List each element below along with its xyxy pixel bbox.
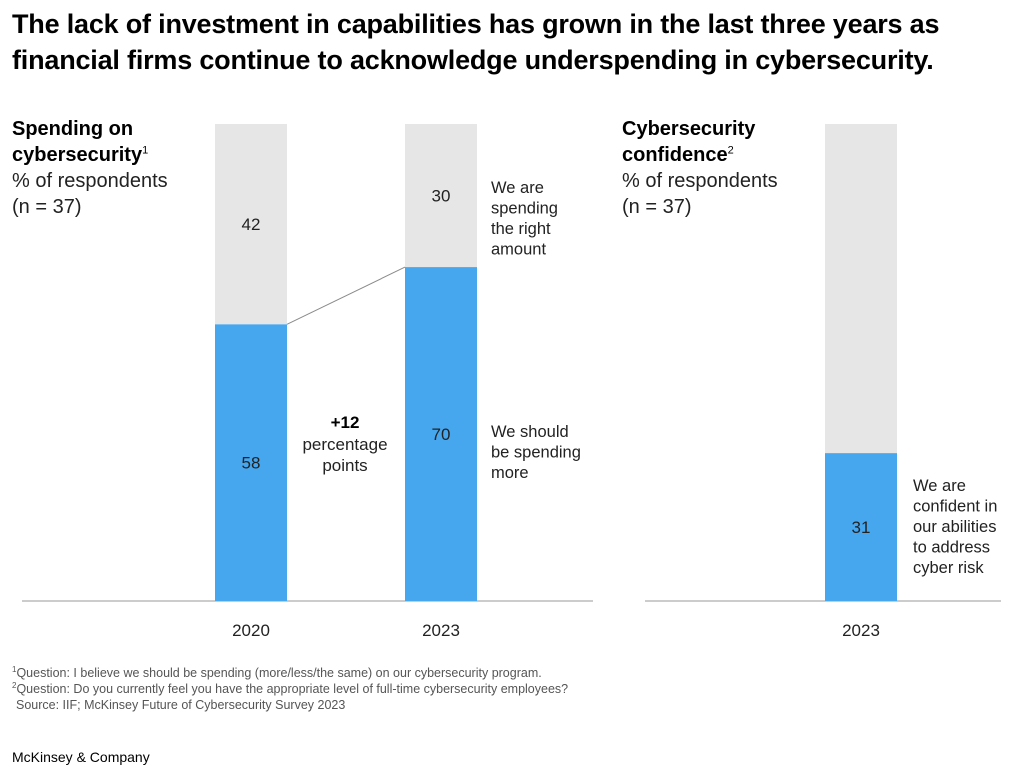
footnote-1: 1Question: I believe we should be spendi… bbox=[12, 664, 542, 680]
legend-label-spend-more: We should be spending more bbox=[491, 423, 581, 482]
bar-spend-more-2023 bbox=[405, 267, 477, 601]
change-annotation-line2: percentage bbox=[302, 435, 387, 454]
data-label-confident-2023: 31 bbox=[852, 518, 871, 537]
change-annotation-value: +12 bbox=[331, 413, 360, 432]
x-tick-label-2023: 2023 bbox=[422, 621, 460, 640]
left-panel-title-line2: cybersecurity bbox=[12, 144, 143, 166]
left-panel-unit: % of respondents bbox=[12, 170, 168, 192]
data-label-spend-more-2023: 70 bbox=[432, 425, 451, 444]
chart-canvas: 42 58 2020 30 70 2023 +12 percentage points We ar… bbox=[22, 124, 1001, 640]
x-tick-label-right-2023: 2023 bbox=[842, 621, 880, 640]
bar-right-amount-2020 bbox=[215, 124, 287, 325]
legend-label-confident: We are confident in our abilities to addres… bbox=[913, 477, 997, 577]
right-panel-title-line1: Cybersecurity bbox=[622, 118, 756, 140]
left-panel-footnote-marker: 1 bbox=[142, 144, 149, 157]
bar-right-amount-2023 bbox=[405, 124, 477, 268]
footnote-2: 2Question: Do you currently feel you hav… bbox=[12, 680, 569, 696]
x-tick-label-2020: 2020 bbox=[232, 621, 270, 640]
brand-logo-text: McKinsey & Company bbox=[12, 749, 150, 765]
chart-title: The lack of investment in capabilities h… bbox=[12, 9, 940, 75]
data-label-spend-more-2020: 58 bbox=[242, 454, 261, 473]
change-connector-line bbox=[286, 266, 406, 325]
right-panel-title-line2: confidence bbox=[622, 144, 728, 166]
right-panel-label: Cybersecurity confidence2 % of responden… bbox=[622, 116, 778, 220]
data-label-right-amount-2023: 30 bbox=[432, 187, 451, 206]
source-note: Source: IIF; McKinsey Future of Cybersec… bbox=[16, 698, 346, 712]
left-panel-title-line1: Spending on bbox=[12, 118, 134, 140]
right-panel-n: (n = 37) bbox=[622, 196, 692, 218]
legend-label-right-amount: We are spending the right amount bbox=[491, 179, 558, 259]
bar-confident-2023 bbox=[825, 453, 897, 601]
left-panel-n: (n = 37) bbox=[12, 196, 82, 218]
right-panel-unit: % of respondents bbox=[622, 170, 778, 192]
data-label-right-amount-2020: 42 bbox=[242, 215, 261, 234]
bar-spend-more-2020 bbox=[215, 324, 287, 601]
footnotes: 1Question: I believe we should be spendi… bbox=[12, 665, 992, 713]
left-panel-label: Spending on cybersecurity1 % of responde… bbox=[12, 116, 168, 220]
bar-remainder-2023 bbox=[825, 124, 897, 454]
right-panel-footnote-marker: 2 bbox=[727, 144, 734, 157]
change-annotation-line3: points bbox=[322, 456, 367, 475]
